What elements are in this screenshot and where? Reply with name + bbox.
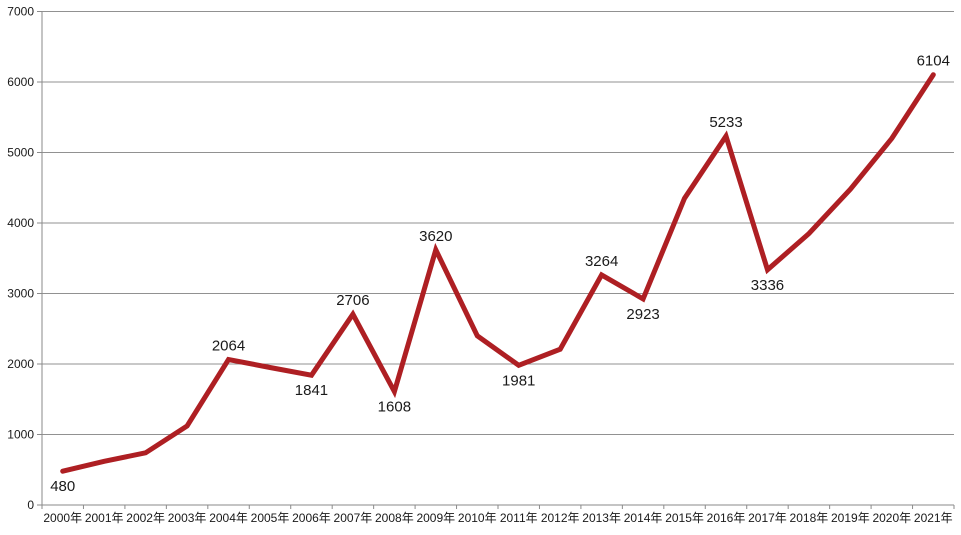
x-axis-label: 2005年 <box>251 511 290 525</box>
data-point-label: 2064 <box>212 337 245 354</box>
x-axis-label: 2010年 <box>458 511 497 525</box>
x-axis-label: 2001年 <box>85 511 124 525</box>
y-axis-label: 2000 <box>7 357 34 371</box>
x-axis-label: 2018年 <box>790 511 829 525</box>
x-axis-label: 2012年 <box>541 511 580 525</box>
x-axis-label: 2021年 <box>914 511 953 525</box>
y-axis-label: 6000 <box>7 75 34 89</box>
x-axis-label: 2011年 <box>500 511 538 525</box>
x-axis-label: 2009年 <box>416 511 455 525</box>
y-axis-label: 0 <box>27 498 34 512</box>
x-axis-label: 2006年 <box>292 511 331 525</box>
y-axis-label: 1000 <box>7 428 34 442</box>
y-axis-label: 7000 <box>7 5 34 19</box>
data-point-label: 1608 <box>378 399 411 416</box>
data-point-label: 2706 <box>336 292 369 309</box>
x-axis-label: 2000年 <box>43 511 82 525</box>
x-axis-label: 2007年 <box>334 511 373 525</box>
x-axis-label: 2020年 <box>872 511 911 525</box>
x-axis-label: 2013年 <box>582 511 621 525</box>
x-axis-label: 2015年 <box>665 511 704 525</box>
x-axis-label: 2019年 <box>831 511 870 525</box>
data-point-label: 3336 <box>751 277 784 294</box>
x-axis-label: 2002年 <box>126 511 165 525</box>
data-point-label: 3264 <box>585 253 618 270</box>
data-point-label: 2923 <box>626 306 659 323</box>
x-axis-label: 2004年 <box>209 511 248 525</box>
data-point-label: 480 <box>50 478 75 495</box>
data-point-label: 3620 <box>419 228 452 245</box>
y-axis-label: 5000 <box>7 146 34 160</box>
data-point-label: 5233 <box>709 114 742 131</box>
y-axis-label: 4000 <box>7 216 34 230</box>
x-axis-label: 2014年 <box>624 511 663 525</box>
series-line <box>60 72 936 474</box>
x-axis-label: 2003年 <box>168 511 207 525</box>
x-axis-label: 2017年 <box>748 511 787 525</box>
data-point-label: 1981 <box>502 372 535 389</box>
x-axis-label: 2016年 <box>707 511 746 525</box>
data-point-label: 1841 <box>295 382 328 399</box>
y-axis-label: 3000 <box>7 287 34 301</box>
data-point-label: 6104 <box>917 53 950 70</box>
x-axis-label: 2008年 <box>375 511 414 525</box>
